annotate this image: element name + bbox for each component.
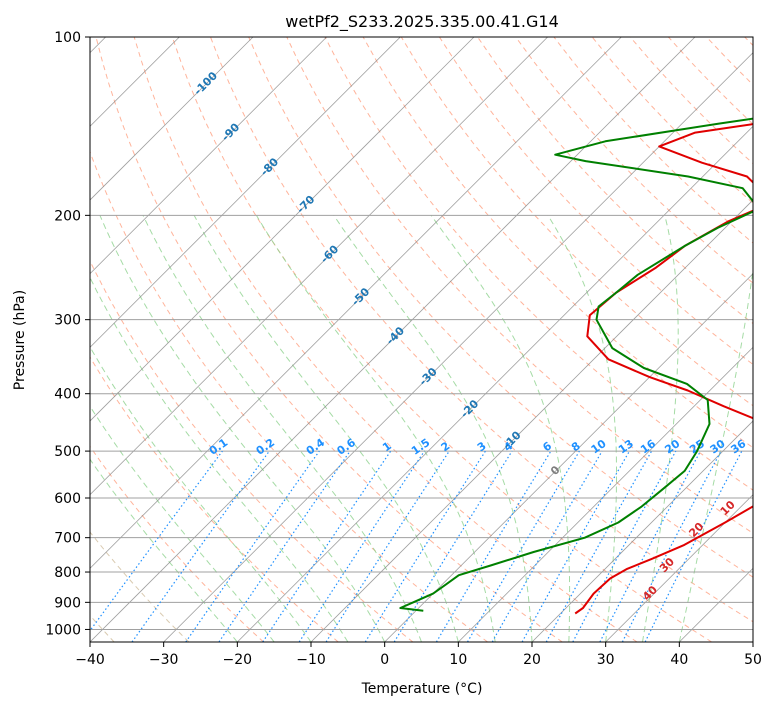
dry-adiabat-line bbox=[248, 37, 753, 578]
moist-adiabats bbox=[90, 215, 753, 642]
isobars bbox=[90, 37, 753, 630]
dry-adiabat-line bbox=[210, 37, 753, 623]
mixing-ratio-line bbox=[185, 450, 320, 642]
mixing-ratio-line bbox=[218, 450, 351, 642]
y-tick-label: 600 bbox=[54, 491, 81, 507]
moist-adiabat-line bbox=[642, 215, 679, 642]
dry-adiabat-line bbox=[90, 356, 339, 642]
dry-adiabat-line bbox=[90, 150, 488, 642]
dry-adiabat-line bbox=[133, 37, 638, 642]
plot-frame bbox=[89, 36, 754, 643]
y-tick-label: 300 bbox=[54, 313, 81, 329]
dry-adiabat-line bbox=[90, 445, 264, 642]
moist-adiabat-line bbox=[678, 265, 753, 642]
x-tick-label: −10 bbox=[296, 652, 326, 668]
moist-adiabat-line bbox=[99, 215, 386, 642]
mixing-ratio-line bbox=[572, 450, 677, 642]
mixing-ratio-line bbox=[90, 450, 223, 632]
mixing-ratio-line bbox=[393, 450, 513, 642]
dry-adiabat-line bbox=[95, 37, 563, 642]
x-tick-label: 20 bbox=[523, 652, 541, 668]
moist-adiabat-line bbox=[90, 405, 275, 642]
dewpoint-series-line bbox=[399, 117, 753, 612]
dry-adiabat-line bbox=[515, 37, 753, 284]
x-tick-label: −30 bbox=[149, 652, 179, 668]
mixing-ratio-line bbox=[545, 450, 653, 642]
y-tick-label: 800 bbox=[54, 565, 81, 581]
chart-title: wetPf2_S233.2025.335.00.41.G14 bbox=[285, 12, 559, 32]
isotherm-line bbox=[90, 37, 548, 496]
dry-adiabat-line bbox=[438, 37, 753, 366]
moist-adiabat-line bbox=[193, 215, 459, 642]
x-tick-label: 10 bbox=[449, 652, 467, 668]
y-tick-label: 100 bbox=[54, 30, 81, 46]
moist-adiabat-line bbox=[90, 458, 238, 642]
isotherm-line bbox=[531, 420, 753, 642]
moist-adiabat-line bbox=[430, 215, 571, 642]
x-tick-label: 30 bbox=[597, 652, 615, 668]
x-axis-title: Temperature (°C) bbox=[361, 681, 483, 697]
isotherm-line bbox=[90, 37, 622, 569]
moist-adiabat-line bbox=[547, 215, 617, 642]
x-tick-label: −40 bbox=[75, 652, 105, 668]
isotherm-line bbox=[605, 494, 753, 642]
temperature-series-line bbox=[574, 123, 753, 615]
mixing-ratio-line bbox=[521, 450, 631, 642]
y-tick-label: 700 bbox=[54, 531, 81, 547]
mixing-ratio-line bbox=[325, 450, 450, 642]
dry-adiabat-line bbox=[400, 37, 753, 407]
isotherm-line bbox=[310, 199, 753, 642]
moist-adiabat-line bbox=[90, 345, 312, 642]
y-tick-label: 400 bbox=[54, 387, 81, 403]
isotherms bbox=[90, 37, 753, 642]
y-tick-label: 900 bbox=[54, 595, 81, 611]
isotherm-line bbox=[90, 37, 401, 348]
mixing-ratio-line bbox=[262, 450, 392, 642]
isotherm-line bbox=[237, 125, 753, 642]
mixing-ratio-line bbox=[131, 450, 270, 642]
y-tick-label: 200 bbox=[54, 208, 81, 224]
isotherm-line bbox=[90, 37, 696, 642]
isotherm-line bbox=[90, 37, 327, 275]
x-tick-label: −20 bbox=[223, 652, 253, 668]
y-tick-label: 1000 bbox=[45, 622, 81, 638]
x-tick-label: 0 bbox=[380, 652, 389, 668]
y-axis-title: Pressure (hPa) bbox=[12, 290, 28, 390]
moist-adiabat-line bbox=[333, 215, 533, 642]
isotherm-line bbox=[163, 52, 753, 642]
isotherm-line bbox=[384, 273, 753, 642]
isotherm-line bbox=[458, 346, 753, 642]
y-tick-label: 500 bbox=[54, 444, 81, 460]
x-tick-label: 50 bbox=[744, 652, 762, 668]
axes: −40 −30 −20 −10 0 10 20 30 40 50 100 200 300 400 500 60… bbox=[45, 30, 762, 668]
mixing-ratio-line bbox=[644, 450, 743, 642]
x-tick-label: 40 bbox=[670, 652, 688, 668]
isotherm-line bbox=[90, 37, 475, 422]
isotherm-line bbox=[90, 37, 254, 201]
dry-adiabat-line bbox=[171, 37, 712, 642]
mixing-ratio-line bbox=[298, 450, 425, 642]
dry-adiabat-line bbox=[90, 531, 190, 642]
